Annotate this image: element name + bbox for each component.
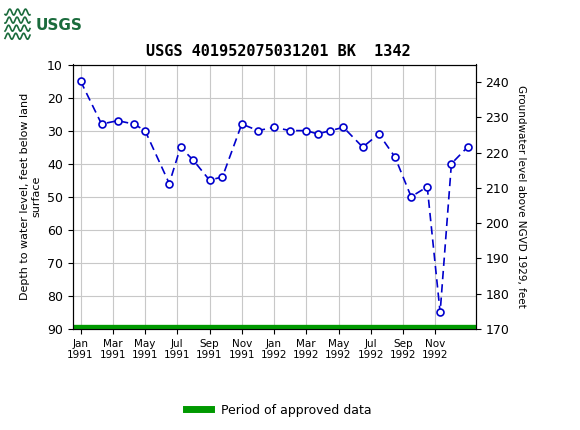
Y-axis label: Groundwater level above NGVD 1929, feet: Groundwater level above NGVD 1929, feet — [516, 85, 526, 308]
Legend: Period of approved data: Period of approved data — [180, 399, 376, 421]
Text: USGS: USGS — [36, 18, 83, 33]
Text: USGS 401952075031201 BK  1342: USGS 401952075031201 BK 1342 — [146, 44, 411, 59]
Y-axis label: Depth to water level, feet below land
surface: Depth to water level, feet below land su… — [20, 93, 41, 300]
Bar — [4, 4, 72, 46]
